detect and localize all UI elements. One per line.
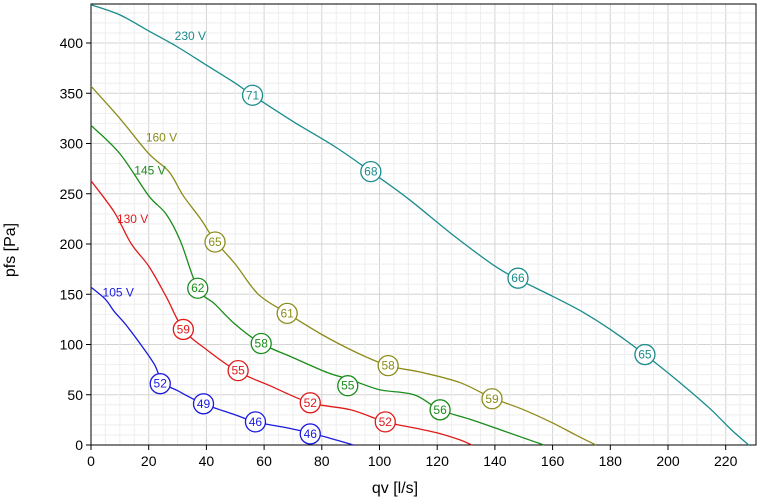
marker-label-230v: 66 xyxy=(511,271,525,285)
x-axis-ticks: 0 20 40 60 80 100 120 140 160 180 200 220 xyxy=(87,445,738,469)
x-axis-title: qv [l/s] xyxy=(372,480,418,497)
marker-circle-105v xyxy=(192,393,215,415)
y-tick-label: 0 xyxy=(75,437,83,453)
marker-label-230v: 68 xyxy=(364,165,378,179)
x-tick-label: 60 xyxy=(256,453,272,469)
y-tick-label: 300 xyxy=(60,136,84,152)
y-tick-label: 100 xyxy=(60,337,84,353)
marker-circle-160v xyxy=(481,388,503,410)
marker-label-230v: 71 xyxy=(246,88,260,102)
x-tick-label: 220 xyxy=(714,453,738,469)
series-label: 160 V xyxy=(146,130,177,144)
series-markers: 71 68 66 65 65 61 58 59 62 58 55 56 59 55 52 52 52 49 46 46 xyxy=(149,84,656,445)
marker-label-145v: 58 xyxy=(255,336,269,350)
series-line-230v xyxy=(90,4,750,446)
series-label: 130 V xyxy=(117,212,148,226)
marker-circle-105v xyxy=(149,373,171,395)
marker-circle-105v xyxy=(244,411,267,433)
marker-label-145v: 55 xyxy=(341,379,355,393)
x-tick-label: 100 xyxy=(368,453,392,469)
y-axis-ticks: 0 50 100 150 200 250 300 350 400 xyxy=(60,35,91,453)
series-line-130v xyxy=(90,180,473,446)
marker-circle-145v xyxy=(187,277,209,299)
x-tick-label: 20 xyxy=(141,453,157,469)
y-tick-label: 150 xyxy=(60,286,84,302)
marker-label-145v: 62 xyxy=(191,281,205,295)
marker-label-105v: 52 xyxy=(154,377,168,391)
x-tick-label: 80 xyxy=(314,453,330,469)
marker-label-105v: 49 xyxy=(197,397,211,411)
series-label: 230 V xyxy=(175,29,206,43)
marker-label-130v: 52 xyxy=(304,396,318,410)
marker-label-230v: 65 xyxy=(638,348,652,362)
plot-area-frame xyxy=(90,3,757,446)
marker-circle-145v xyxy=(250,332,272,355)
marker-circle-130v xyxy=(299,392,321,414)
marker-circle-145v xyxy=(337,375,359,397)
y-tick-label: 350 xyxy=(60,85,84,101)
marker-label-160v: 58 xyxy=(381,359,395,373)
x-tick-label: 0 xyxy=(87,453,95,469)
series-label: 145 V xyxy=(134,164,165,178)
series-lines xyxy=(90,4,750,446)
marker-label-160v: 65 xyxy=(208,235,222,249)
x-tick-label: 180 xyxy=(599,453,623,469)
marker-circle-130v xyxy=(227,359,249,382)
series-line-145v xyxy=(90,124,545,446)
series-line-160v xyxy=(90,85,597,446)
marker-circle-130v xyxy=(172,318,194,341)
y-tick-label: 200 xyxy=(60,236,84,252)
x-tick-label: 160 xyxy=(541,453,565,469)
marker-label-130v: 55 xyxy=(231,364,245,378)
y-tick-label: 250 xyxy=(60,186,84,202)
marker-circle-230v xyxy=(507,267,529,289)
marker-circle-160v xyxy=(204,231,226,253)
marker-label-145v: 56 xyxy=(433,403,447,417)
x-tick-label: 200 xyxy=(656,453,680,469)
marker-circle-230v xyxy=(241,84,264,106)
marker-label-130v: 52 xyxy=(379,415,393,429)
y-tick-label: 50 xyxy=(67,387,83,403)
series-labels: 230 V 160 V 145 V 130 V 105 V xyxy=(103,29,206,299)
marker-label-160v: 59 xyxy=(485,392,499,406)
marker-label-105v: 46 xyxy=(249,415,263,429)
x-tick-label: 140 xyxy=(483,453,507,469)
marker-circle-145v xyxy=(429,399,451,421)
marker-circle-105v xyxy=(299,423,321,445)
x-tick-label: 40 xyxy=(199,453,215,469)
marker-circle-160v xyxy=(377,354,399,377)
marker-circle-160v xyxy=(276,302,298,324)
marker-label-160v: 61 xyxy=(281,306,295,320)
x-tick-label: 120 xyxy=(426,453,450,469)
grid-lines xyxy=(90,4,756,446)
marker-label-105v: 46 xyxy=(304,427,318,441)
marker-label-130v: 59 xyxy=(177,322,191,336)
marker-circle-130v xyxy=(374,411,396,433)
marker-circle-230v xyxy=(360,160,382,183)
y-tick-label: 400 xyxy=(60,35,84,51)
y-axis-title: pfs [Pa] xyxy=(2,223,19,277)
marker-circle-230v xyxy=(634,343,656,366)
series-label: 105 V xyxy=(103,285,134,299)
